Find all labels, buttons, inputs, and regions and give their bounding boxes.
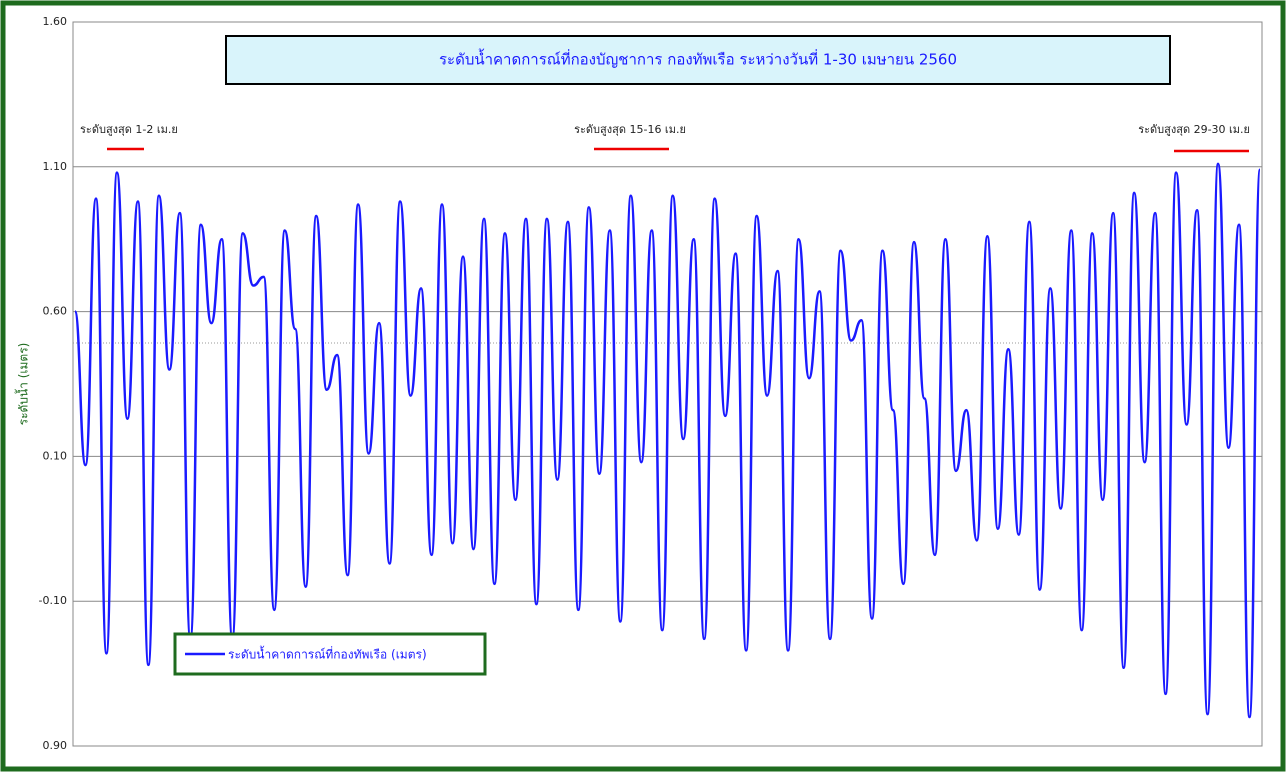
y-axis-label: ระดับน้ำ (เมตร) <box>15 343 31 426</box>
y-tick-label: 0.60 <box>43 305 68 318</box>
legend-label: ระดับน้ำคาดการณ์ที่กองทัพเรือ (เมตร) <box>228 646 427 662</box>
y-tick-label: 0.90 <box>43 739 68 752</box>
y-tick-label: 1.60 <box>43 15 68 28</box>
annotation: ระดับสูงสุด 15-16 เม.ย <box>574 123 686 136</box>
annotation: ระดับสูงสุด 1-2 เม.ย <box>80 123 178 136</box>
title-box <box>225 35 1171 85</box>
y-tick-label: 1.10 <box>43 160 68 173</box>
y-tick-label: -0.10 <box>39 594 67 607</box>
legend <box>173 632 487 676</box>
y-tick-label: 0.10 <box>43 449 68 462</box>
annotation: ระดับสูงสุด 29-30 เม.ย <box>1138 123 1250 136</box>
series-line <box>73 162 1262 719</box>
chart-title: ระดับน้ำคาดการณ์ที่กองบัญชาการ กองทัพเรื… <box>439 49 957 69</box>
